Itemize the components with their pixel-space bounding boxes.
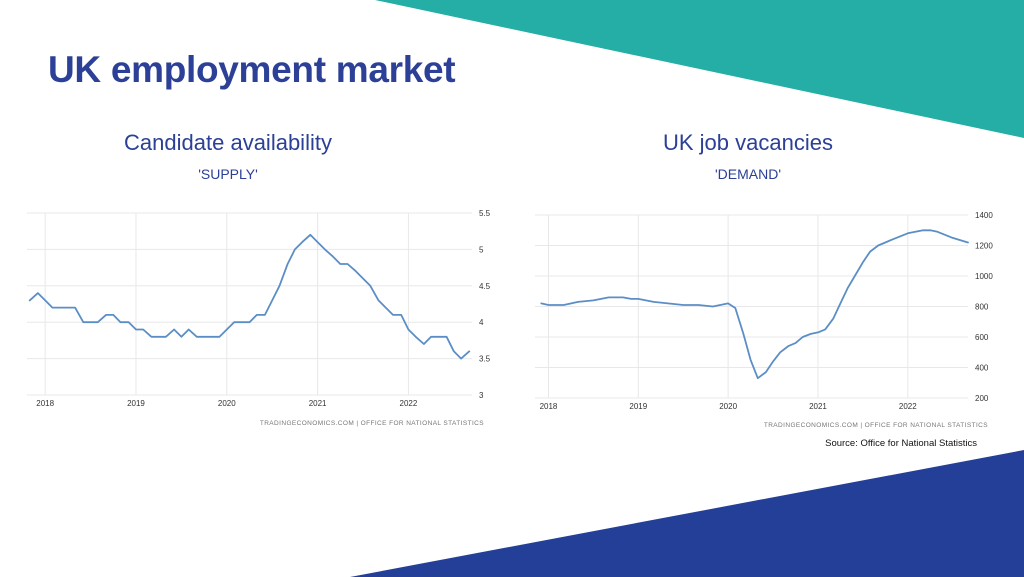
demand-series-line xyxy=(540,229,969,380)
demand-y-tick-label: 800 xyxy=(975,303,989,312)
demand-y-tick-label: 400 xyxy=(975,364,989,373)
demand-chart: 200 400 600 800 1000 1200 1400 2018 2019 2020 2021… xyxy=(535,211,993,411)
supply-x-tick-label: 2020 xyxy=(218,399,236,408)
supply-y-tick-label: 3.5 xyxy=(479,355,491,364)
supply-y-tick-label: 4 xyxy=(479,318,484,327)
supply-y-tick-label: 3 xyxy=(479,391,484,400)
supply-y-tick-label: 5 xyxy=(479,245,484,254)
supply-chart-title: Candidate availability xyxy=(124,130,332,155)
demand-x-tick-label: 2019 xyxy=(629,402,647,411)
navy-corner-shape xyxy=(350,450,1024,577)
demand-chart-panel: UK job vacancies 'DEMAND' 200 400 600 800 10… xyxy=(512,0,1024,577)
demand-x-tick-label: 2021 xyxy=(809,402,827,411)
page-title: UK employment market xyxy=(48,49,456,90)
supply-series-line xyxy=(28,233,471,360)
supply-chart-panel: Candidate availability 'SUPPLY' 3 3.5 4 4.5… xyxy=(27,130,491,427)
teal-corner-shape xyxy=(375,0,1024,138)
demand-y-tick-label: 1000 xyxy=(975,272,993,281)
demand-y-tick-label: 200 xyxy=(975,394,989,403)
source-note: Source: Office for National Statistics xyxy=(825,438,977,449)
supply-y-tick-label: 5.5 xyxy=(479,209,491,218)
demand-y-tick-label: 600 xyxy=(975,333,989,342)
supply-x-tick-label: 2021 xyxy=(309,399,327,408)
demand-y-tick-label: 1200 xyxy=(975,242,993,251)
demand-chart-title: UK job vacancies xyxy=(663,130,833,155)
supply-chart: 3 3.5 4 4.5 5 5.5 2018 2019 2020 2021 2022 xyxy=(27,209,491,408)
supply-chart-subtitle: 'SUPPLY' xyxy=(198,166,258,182)
supply-x-tick-label: 2018 xyxy=(36,399,54,408)
demand-x-tick-label: 2018 xyxy=(540,402,558,411)
demand-chart-subtitle: 'DEMAND' xyxy=(714,166,781,182)
demand-x-tick-label: 2020 xyxy=(719,402,737,411)
supply-x-tick-label: 2019 xyxy=(127,399,145,408)
supply-chart-credit: TRADINGECONOMICS.COM | OFFICE FOR NATION… xyxy=(259,420,484,427)
demand-chart-credit: TRADINGECONOMICS.COM | OFFICE FOR NATION… xyxy=(763,422,988,429)
supply-x-tick-label: 2022 xyxy=(400,399,418,408)
demand-y-tick-label: 1400 xyxy=(975,211,993,220)
supply-y-tick-label: 4.5 xyxy=(479,282,491,291)
demand-x-tick-label: 2022 xyxy=(899,402,917,411)
